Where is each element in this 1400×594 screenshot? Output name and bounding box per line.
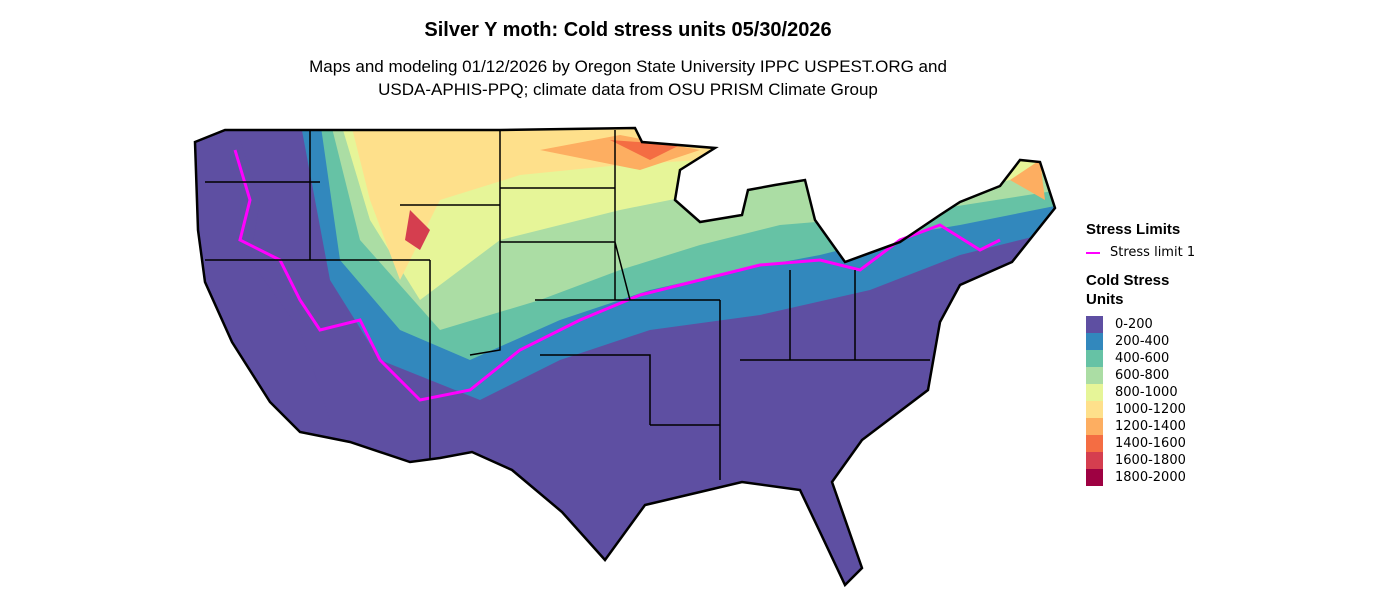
legend-class: 0-200 (1086, 316, 1195, 333)
legend-class-label: 400-600 (1115, 351, 1170, 366)
color-swatch (1086, 401, 1103, 418)
cold-stress-raster (195, 128, 1055, 585)
legend-class: 600-800 (1086, 367, 1195, 384)
legend-class: 200-400 (1086, 333, 1195, 350)
color-swatch (1086, 435, 1103, 452)
subtitle-line-2: USDA-APHIS-PPQ; climate data from OSU PR… (378, 80, 878, 99)
map-title: Silver Y moth: Cold stress units 05/30/2… (424, 19, 832, 41)
color-swatch (1086, 469, 1103, 486)
color-swatch (1086, 350, 1103, 367)
legend-class-label: 800-1000 (1115, 385, 1178, 400)
legend-class-label: 200-400 (1115, 334, 1170, 349)
legend-class: 1200-1400 (1086, 418, 1195, 435)
subtitle-line-1: Maps and modeling 01/12/2026 by Oregon S… (309, 57, 947, 76)
color-swatch (1086, 333, 1103, 350)
cold-stress-units-title: Cold Stress Units (1086, 272, 1170, 308)
legend-class: 400-600 (1086, 350, 1195, 367)
legend-class-label: 0-200 (1115, 317, 1153, 332)
color-swatch (1086, 452, 1103, 469)
legend-class: 1000-1200 (1086, 401, 1195, 418)
legend-class: 1800-2000 (1086, 469, 1195, 486)
legend-class: 1400-1600 (1086, 435, 1195, 452)
state-borders (205, 130, 930, 480)
legend-class: 800-1000 (1086, 384, 1195, 401)
stress-limits-title: Stress Limits (1086, 221, 1181, 238)
map-subtitle: Maps and modeling 01/12/2026 by Oregon S… (0, 55, 1256, 101)
color-swatch (1086, 384, 1103, 401)
legend-class-label: 1200-1400 (1115, 419, 1186, 434)
color-swatch (1086, 367, 1103, 384)
legend-class-label: 1800-2000 (1115, 470, 1186, 485)
legend-class-label: 600-800 (1115, 368, 1170, 383)
magenta-line-icon (1086, 251, 1100, 254)
legend: Stress Limits Stress limit 1 Cold Stress… (1086, 220, 1195, 486)
legend-class-label: 1600-1800 (1115, 453, 1186, 468)
legend-class-label: 1400-1600 (1115, 436, 1186, 451)
legend-class-label: 1000-1200 (1115, 402, 1186, 417)
legend-stress-limit-1: Stress limit 1 (1086, 244, 1195, 261)
legend-label: Stress limit 1 (1110, 245, 1196, 260)
stress-limit-1-line (233, 149, 1001, 402)
color-swatch (1086, 316, 1103, 333)
legend-class: 1600-1800 (1086, 452, 1195, 469)
color-swatch (1086, 418, 1103, 435)
